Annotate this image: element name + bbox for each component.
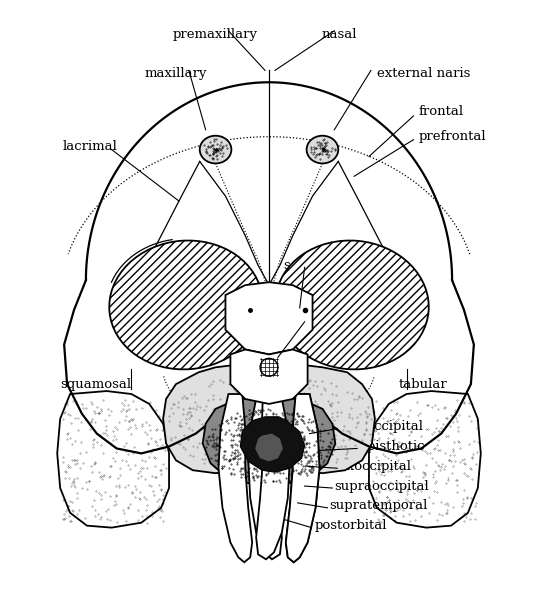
- Polygon shape: [248, 389, 282, 559]
- Text: supratemporal: supratemporal: [329, 499, 428, 512]
- Text: tabular: tabular: [399, 377, 448, 391]
- Text: lacrimal: lacrimal: [62, 140, 117, 153]
- Polygon shape: [163, 364, 375, 473]
- Polygon shape: [286, 394, 320, 562]
- Ellipse shape: [200, 136, 231, 163]
- Text: supraoccipital: supraoccipital: [334, 479, 429, 493]
- Text: maxillary: maxillary: [145, 67, 207, 80]
- Text: exoccipital: exoccipital: [339, 460, 411, 473]
- Text: sen sory: sen sory: [284, 259, 339, 272]
- Text: opisthotic: opisthotic: [359, 440, 424, 453]
- Ellipse shape: [109, 241, 263, 370]
- Text: postorbital: postorbital: [315, 519, 387, 532]
- Text: premaxillary: premaxillary: [173, 28, 258, 41]
- Text: basioccipital: basioccipital: [339, 420, 423, 433]
- Polygon shape: [203, 396, 335, 485]
- Ellipse shape: [275, 241, 429, 370]
- Text: prefrontal: prefrontal: [419, 130, 486, 143]
- Polygon shape: [369, 391, 481, 527]
- Polygon shape: [286, 394, 320, 562]
- Text: squamosal: squamosal: [60, 377, 131, 391]
- Polygon shape: [57, 391, 169, 527]
- Polygon shape: [240, 417, 305, 472]
- Text: external naris: external naris: [377, 67, 470, 80]
- Polygon shape: [218, 394, 252, 562]
- Text: nasal: nasal: [322, 28, 357, 41]
- Ellipse shape: [307, 136, 338, 163]
- Text: frontal: frontal: [419, 106, 464, 118]
- Text: pari etal: pari etal: [281, 313, 338, 326]
- Polygon shape: [256, 389, 290, 559]
- Polygon shape: [225, 282, 313, 355]
- Polygon shape: [255, 434, 283, 461]
- Text: pit: pit: [306, 278, 323, 292]
- Polygon shape: [230, 349, 308, 404]
